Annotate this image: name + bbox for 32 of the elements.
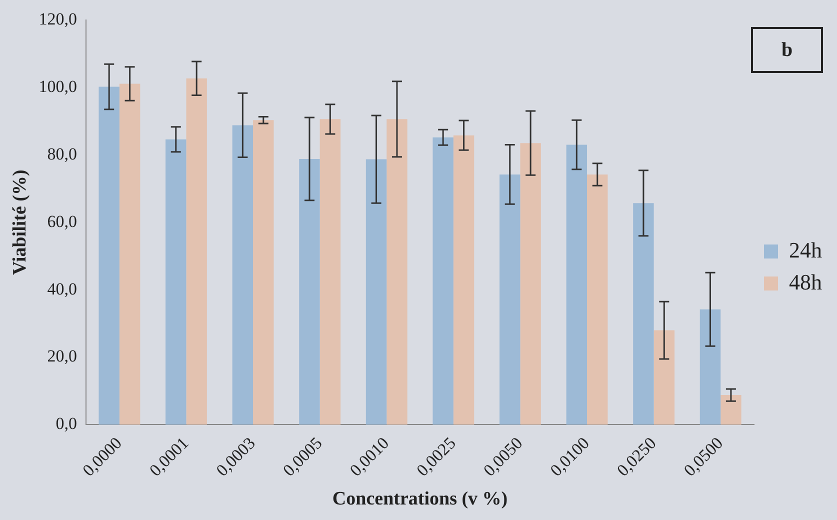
bar [633,203,654,425]
legend-label: 24h [789,237,822,262]
bar [232,125,254,425]
bar [587,174,608,425]
y-tick-label: 20,0 [47,346,78,366]
bar [720,395,742,425]
bar [654,330,675,425]
bar [520,143,541,425]
y-tick-label: 60,0 [47,212,78,231]
y-axis-title: Viabilité (%) [9,170,30,276]
bar [119,84,140,425]
legend-label: 48h [789,269,822,294]
bar [386,119,408,425]
bar [299,158,320,425]
bar [500,174,520,425]
bar [320,119,341,425]
bar [366,159,387,425]
y-tick-label: 120,0 [38,9,78,28]
y-tick-label: 100,0 [38,76,78,96]
text: b [781,39,793,62]
y-tick-label: 40,0 [47,279,78,298]
bar [98,86,120,425]
y-tick-label: 80,0 [47,144,78,164]
bar [166,139,186,425]
bar [700,309,721,425]
x-axis-title: Concentrations (v %) [332,488,508,510]
bar [566,144,588,425]
bar [253,120,274,425]
y-tick-label: 0,0 [56,414,78,434]
bar [432,137,454,425]
bar [453,135,474,425]
bar [186,78,207,425]
